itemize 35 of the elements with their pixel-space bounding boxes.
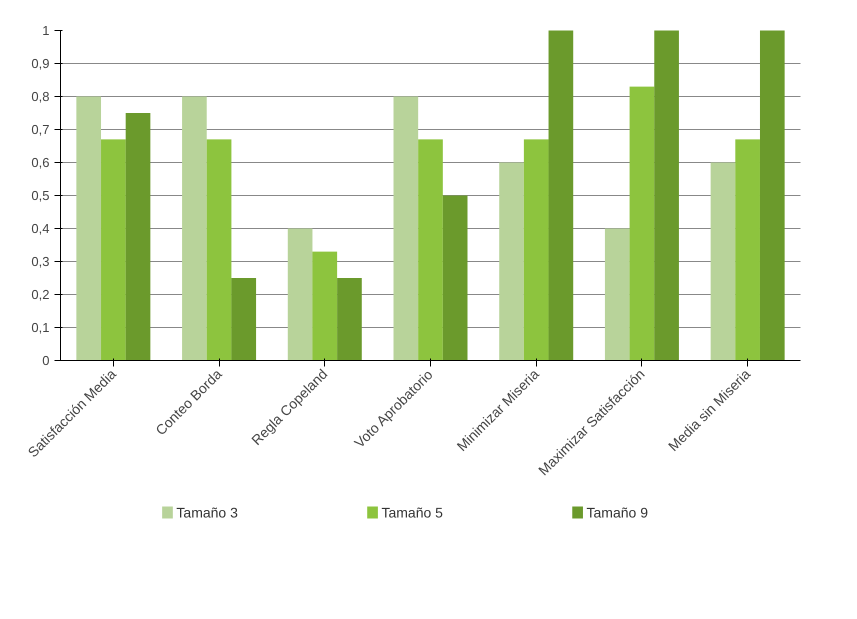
bar (76, 96, 102, 360)
bar (337, 278, 362, 360)
legend-label: Tamaño 3 (176, 504, 238, 520)
y-tick-label: 0,6 (31, 155, 50, 170)
bar (654, 30, 679, 360)
bar (630, 86, 654, 360)
bar (604, 228, 630, 360)
bar (182, 96, 207, 360)
y-tick-label: 0,3 (31, 254, 50, 269)
y-tick-label: 0,2 (31, 287, 50, 302)
y-tick-label: 0,1 (31, 320, 50, 335)
bar (548, 30, 574, 360)
bar (288, 228, 312, 360)
bar (760, 30, 785, 360)
bar (418, 139, 443, 360)
y-tick-label: 0 (42, 353, 50, 368)
bar (499, 162, 524, 360)
bar (312, 252, 338, 360)
bar (101, 139, 126, 360)
bar (735, 139, 760, 360)
y-tick-label: 0,5 (31, 188, 50, 203)
y-tick-label: 0,4 (31, 221, 50, 236)
legend-label: Tamaño 5 (381, 504, 444, 520)
y-tick-label: 1 (42, 23, 50, 38)
y-tick-label: 0,7 (31, 122, 50, 137)
y-tick-label: 0,8 (31, 89, 50, 104)
bar (710, 162, 736, 360)
bar (231, 278, 256, 360)
legend-label: Tamaño 9 (586, 504, 648, 520)
bar (206, 139, 232, 360)
y-tick-label: 0,9 (31, 56, 50, 71)
bar (394, 96, 418, 360)
bar (126, 113, 150, 360)
bar (442, 196, 468, 360)
bar (524, 139, 549, 360)
